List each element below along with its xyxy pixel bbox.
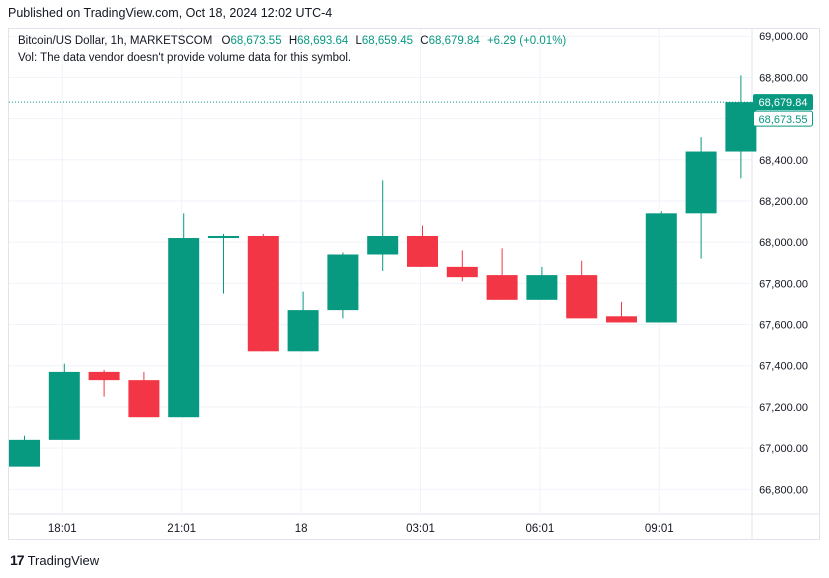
candle-body [128, 380, 160, 418]
y-tick-label: 69,000.00 [759, 31, 808, 43]
candle-body [168, 238, 200, 418]
y-tick-label: 68,800.00 [759, 72, 808, 84]
x-tick-label: 18 [295, 523, 308, 535]
open-value: 68,673.55 [230, 35, 282, 47]
volume-note: Vol: The data vendor doesn't provide vol… [18, 52, 352, 64]
candle-body [446, 266, 478, 278]
y-tick-label: 68,000.00 [759, 237, 808, 249]
candle-body [486, 275, 518, 300]
last-price-tag [753, 94, 813, 111]
tradingview-logo-icon: 17 [10, 552, 25, 568]
open-label: O [221, 35, 231, 47]
chart-frame [8, 28, 820, 540]
open-price-tag [753, 110, 813, 127]
candles-layer [9, 75, 757, 467]
candle-body [88, 371, 120, 381]
close-label: C [420, 35, 429, 47]
open-price-label: 68,673.55 [759, 114, 808, 126]
change-value: +6.29 (+0.01%) [486, 35, 567, 47]
candle-body [9, 439, 40, 467]
close-value: 68,679.84 [428, 35, 480, 47]
last-price-label: 68,679.84 [759, 97, 808, 109]
logo-text: TradingView [27, 552, 100, 568]
candle-body [645, 213, 677, 323]
candle-body [367, 235, 399, 255]
y-tick-label: 68,200.00 [759, 196, 808, 208]
symbol-title: Bitcoin/US Dollar, 1h, MARKETSCOM [18, 35, 213, 47]
price-labels: 68,679.84 68,673.55 [9, 94, 813, 127]
candle-body [526, 275, 558, 300]
tradingview-logo[interactable]: 17 TradingView [10, 552, 99, 568]
low-label: L [355, 35, 362, 47]
chart-grid [9, 29, 820, 540]
candle-body [247, 235, 279, 352]
x-axis: 18:01 21:01 18 03:01 06:01 09:01 [48, 523, 674, 535]
y-axis: 66,800.00 67,000.00 67,200.00 67,400.00 67,6… [759, 31, 808, 496]
candle-body [48, 371, 80, 440]
y-tick-label: 67,600.00 [759, 320, 808, 332]
published-header: Published on TradingView.com, Oct 18, 20… [8, 6, 333, 20]
x-tick-label: 06:01 [526, 523, 555, 535]
candle-body [606, 316, 637, 323]
candle-body [685, 151, 717, 214]
y-tick-label: 66,800.00 [759, 484, 808, 496]
y-tick-label: 67,200.00 [759, 402, 808, 414]
y-tick-label: 67,400.00 [759, 361, 808, 373]
y-tick-label: 68,400.00 [759, 155, 808, 167]
x-tick-label: 18:01 [48, 523, 77, 535]
high-label: H [288, 35, 298, 47]
candle-body [327, 254, 359, 311]
low-value: 68,659.45 [361, 35, 414, 47]
ohlc-legend: Bitcoin/US Dollar, 1h, MARKETSCOM O68,67… [18, 35, 570, 47]
candle-body [725, 102, 757, 152]
y-tick-label: 67,800.00 [759, 278, 808, 290]
x-tick-label: 03:01 [406, 523, 435, 535]
candle-body [208, 235, 239, 239]
candle-body [407, 235, 438, 267]
candle-body [566, 275, 598, 319]
candle-body [287, 310, 319, 352]
high-value: 68,693.64 [297, 35, 349, 47]
y-tick-label: 67,000.00 [759, 443, 808, 455]
x-tick-label: 09:01 [645, 523, 674, 535]
x-tick-label: 21:01 [167, 523, 196, 535]
